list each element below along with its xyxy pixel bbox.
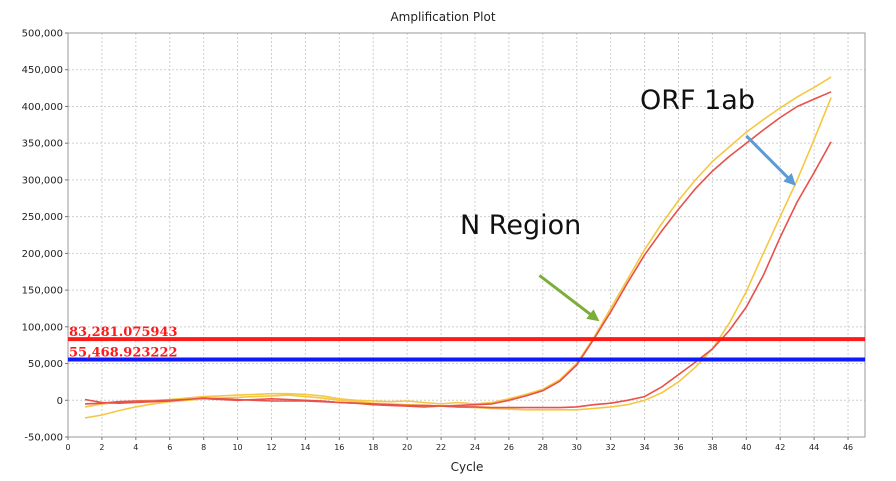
chart-title: Amplification Plot — [390, 10, 495, 24]
series-line-4 — [84, 141, 832, 409]
x-tick-label: 10 — [232, 443, 242, 452]
x-tick-label: 6 — [167, 443, 172, 452]
x-tick-label: 20 — [402, 443, 412, 452]
x-tick-label: 22 — [436, 443, 446, 452]
threshold-group: 83,281.075943 55,468.923222 — [68, 325, 865, 362]
y-tick-label: 500,000 — [22, 29, 63, 40]
y-tick-label: 300,000 — [22, 175, 63, 186]
series-line-3 — [84, 97, 832, 419]
y-tick-label: 0 — [57, 396, 63, 407]
annotation-group: N Region ORF 1ab — [460, 85, 796, 322]
x-tick-label: 46 — [843, 443, 853, 452]
y-tick-label: 200,000 — [22, 249, 63, 260]
x-tick-label: 36 — [673, 443, 683, 452]
y-tick-label: 50,000 — [28, 359, 63, 370]
x-tick-label: 26 — [504, 443, 514, 452]
y-tick-label: 150,000 — [22, 286, 63, 297]
grid — [67, 32, 865, 438]
x-tick-label: 28 — [538, 443, 548, 452]
annotation-text-orf1ab: ORF 1ab — [640, 85, 755, 116]
annotation-text-n-region: N Region — [460, 210, 581, 241]
y-axis: -50,000 0 50,000 100,000 150,000 200,000 250,0… — [22, 29, 68, 444]
x-tick-label: 38 — [707, 443, 717, 452]
y-tick-label: 100,000 — [22, 322, 63, 333]
x-tick-label: 14 — [300, 443, 310, 452]
x-axis: 0 2 4 6 8 10 12 14 16 18 20 22 24 26 28 30 32 34 36 38 40 42 4… — [65, 437, 853, 452]
y-tick-label: 400,000 — [22, 102, 63, 113]
x-tick-label: 24 — [470, 443, 480, 452]
y-tick-label: 450,000 — [22, 65, 63, 76]
y-tick-label: 350,000 — [22, 139, 63, 150]
x-tick-label: 42 — [775, 443, 785, 452]
plot-frame — [67, 32, 866, 438]
x-tick-label: 18 — [368, 443, 378, 452]
x-tick-label: 12 — [266, 443, 276, 452]
x-tick-label: 0 — [65, 443, 70, 452]
x-tick-label: 40 — [741, 443, 751, 452]
x-tick-label: 2 — [99, 443, 104, 452]
x-tick-label: 32 — [606, 443, 616, 452]
y-tick-label: 250,000 — [22, 212, 63, 223]
annotation-arrow-2 — [745, 134, 796, 186]
x-axis-label: Cycle — [451, 460, 484, 474]
x-tick-label: 4 — [133, 443, 138, 452]
threshold-label-1: 83,281.075943 — [69, 325, 178, 340]
y-tick-label: -50,000 — [24, 433, 63, 444]
series-group — [84, 76, 832, 419]
series-line-1 — [84, 76, 832, 408]
threshold-label-2: 55,468.923222 — [69, 346, 178, 361]
annotation-arrow-1 — [538, 274, 600, 322]
x-tick-label: 34 — [639, 443, 649, 452]
x-tick-label: 16 — [334, 443, 344, 452]
x-tick-label: 30 — [572, 443, 582, 452]
x-tick-label: 8 — [201, 443, 206, 452]
x-tick-label: 44 — [809, 443, 819, 452]
